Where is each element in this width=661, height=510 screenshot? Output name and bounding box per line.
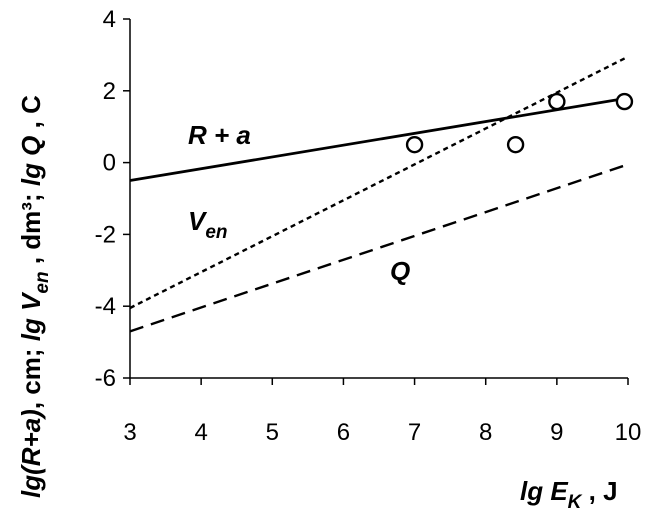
y-tick-label: -4 (95, 293, 116, 320)
x-tick-label: 6 (337, 419, 350, 446)
y-axis-label-part-6: lg Q (16, 136, 46, 187)
y-axis-label-part-3: lg V (16, 291, 46, 341)
x-tick-label: 4 (194, 419, 207, 446)
x-axis-label-main: lg E (520, 476, 568, 506)
x-tick-label: 9 (550, 419, 563, 446)
x-tick-label: 8 (479, 419, 492, 446)
x-tick-label: 5 (266, 419, 279, 446)
series-label-v-en-main: V (188, 206, 208, 236)
axes (129, 19, 628, 379)
y-axis-label-part-2: , cm; (16, 341, 46, 409)
series-line-ven (129, 55, 629, 310)
series-label-r-plus-a: R + a (188, 120, 251, 150)
x-ticks: 3 4 5 6 7 8 9 10 (123, 378, 641, 446)
y-axis-label-part-5: , dm³; (16, 186, 46, 271)
data-point (506, 135, 525, 154)
x-axis-label-unit: , J (581, 476, 617, 506)
series-line-r-a (129, 96, 629, 182)
x-tick-label: 7 (408, 419, 421, 446)
data-point (615, 92, 634, 111)
series-label-v-en-sub: en (205, 222, 227, 243)
y-axis-label-part-7: , C (16, 95, 46, 136)
x-axis-label-sub: K (568, 492, 583, 510)
series-layer (129, 55, 629, 333)
y-tick-label: -2 (95, 221, 116, 248)
y-axis-label: lg(R+a), cm; lg Ven , dm³; lg Q , C (16, 95, 53, 498)
y-tick-label: 2 (103, 78, 116, 105)
data-point (405, 135, 424, 154)
x-tick-label: 10 (615, 419, 642, 446)
x-tick-label: 3 (123, 419, 136, 446)
y-tick-label: 0 (103, 150, 116, 177)
y-ticks: -6 -4 -2 0 2 4 (95, 6, 130, 392)
series-label-v-en: Ven (188, 206, 228, 243)
y-tick-label: 4 (103, 6, 116, 33)
x-axis-label: lg EK , J (520, 476, 618, 510)
y-axis-label-part-4: en (32, 271, 53, 293)
y-tick-label: -6 (95, 365, 116, 392)
points-layer (405, 92, 634, 154)
series-line-q (129, 163, 629, 333)
y-axis-label-part-1: lg(R+a) (16, 409, 46, 498)
data-point (548, 92, 566, 111)
series-label-q: Q (390, 256, 410, 286)
